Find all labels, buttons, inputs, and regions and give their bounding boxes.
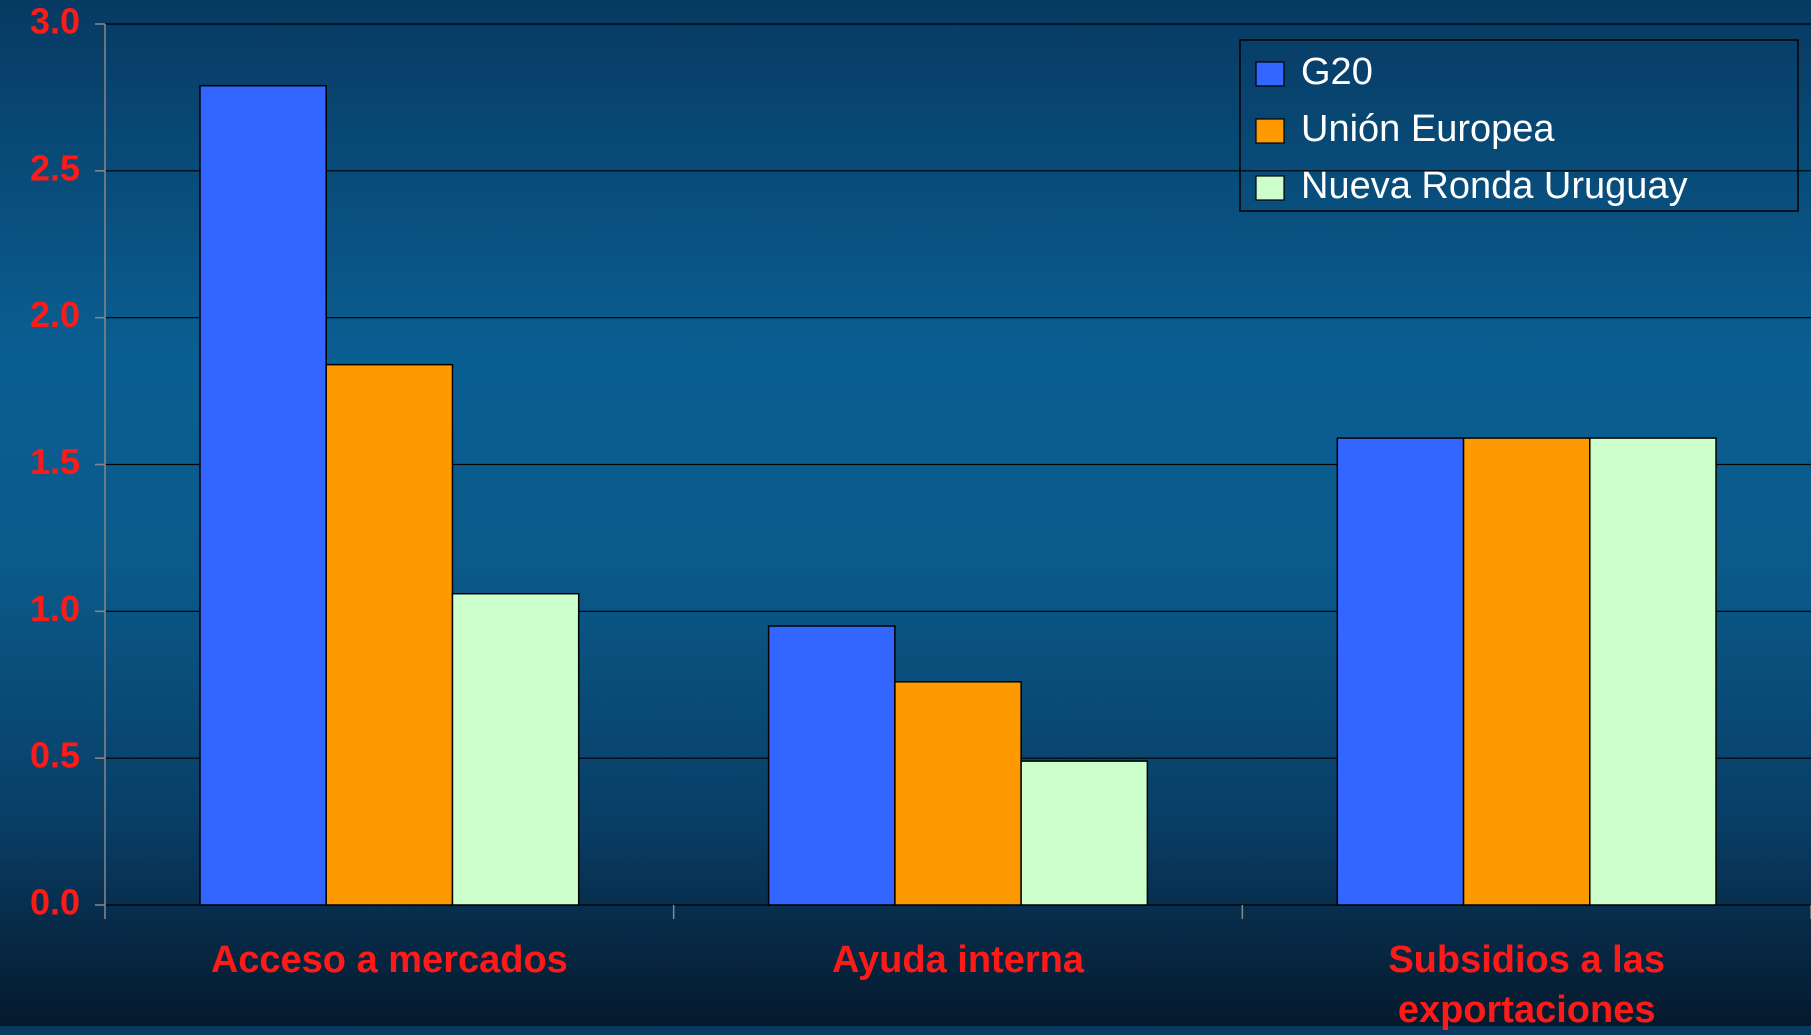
legend-label: Nueva Ronda Uruguay — [1301, 165, 1688, 207]
y-tick-label: 1.5 — [30, 441, 80, 482]
y-tick-label: 2.0 — [30, 294, 80, 335]
bar — [1462, 437, 1591, 906]
bar — [1336, 437, 1465, 906]
legend-swatch — [1255, 118, 1285, 144]
y-tick-label: 0.0 — [30, 882, 80, 923]
legend-label: G20 — [1301, 51, 1373, 93]
legend: G20 Unión Europea Nueva Ronda Uruguay — [1239, 39, 1799, 212]
x-tick-label: Acceso a mercados — [210, 939, 568, 981]
bar — [199, 84, 327, 906]
bar — [894, 681, 1022, 906]
bar — [451, 592, 580, 906]
bar — [767, 625, 896, 906]
y-tick-label: 3.0 — [30, 1, 80, 42]
legend-swatch — [1255, 175, 1285, 201]
bar — [1589, 437, 1717, 906]
y-tick-label: 1.0 — [30, 588, 80, 629]
legend-label: Unión Europea — [1301, 108, 1555, 150]
x-tick-label: Subsidios a las exportaciones — [1388, 939, 1665, 1031]
bar — [1020, 760, 1149, 906]
x-tick-label: Ayuda interna — [832, 939, 1084, 981]
legend-box — [1239, 39, 1799, 212]
y-tick-label: 0.5 — [30, 735, 80, 776]
legend-swatch — [1255, 61, 1285, 87]
bar — [325, 363, 454, 906]
y-tick-label: 2.5 — [30, 147, 80, 188]
